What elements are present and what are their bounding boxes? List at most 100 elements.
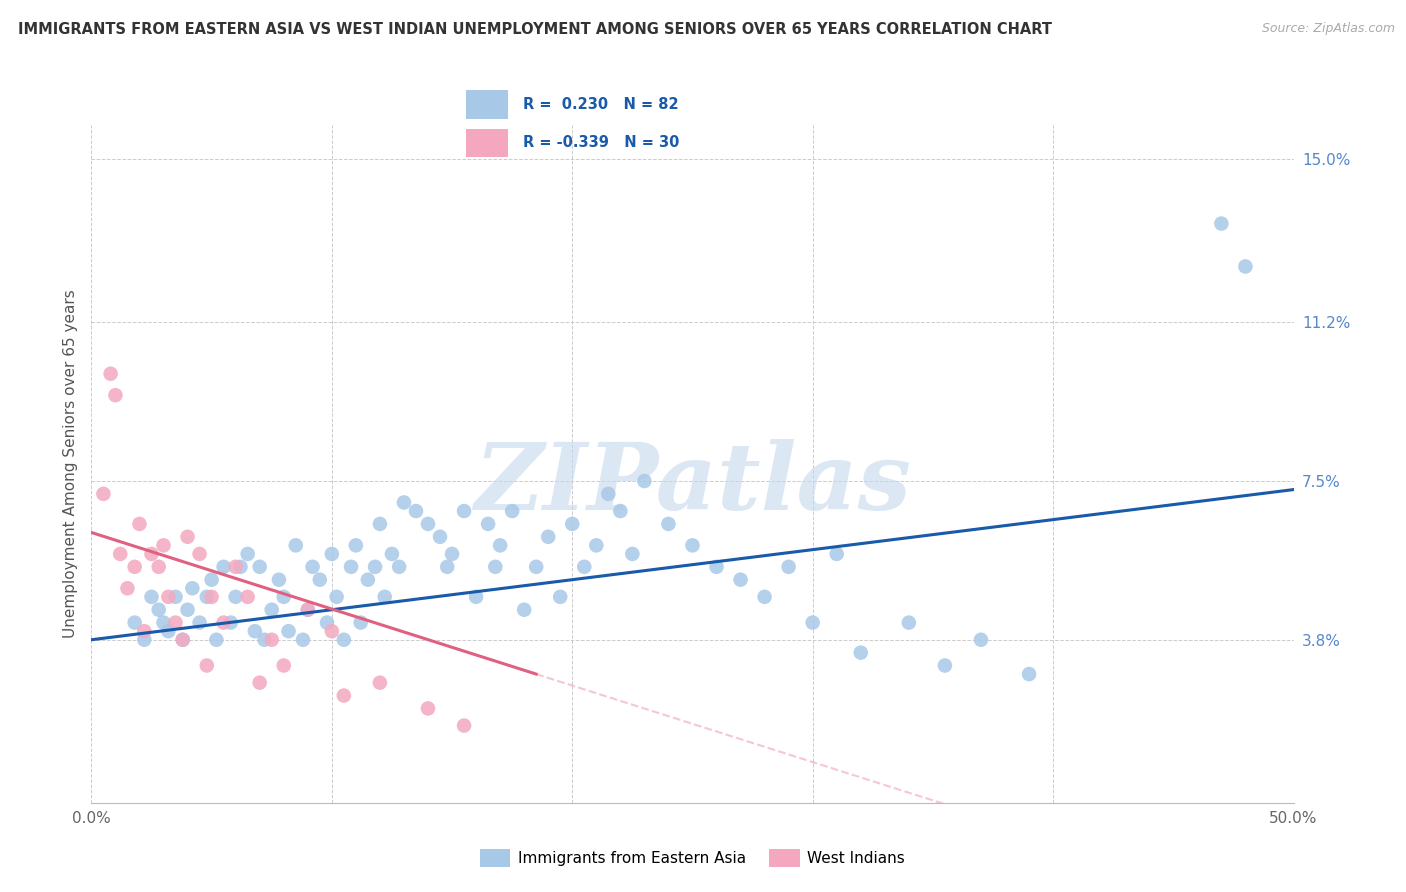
Point <box>548 590 571 604</box>
Point <box>340 559 363 574</box>
Point <box>934 658 956 673</box>
Point <box>229 559 252 574</box>
Point <box>260 603 283 617</box>
Point <box>297 603 319 617</box>
Point <box>176 603 198 617</box>
Point <box>152 538 174 552</box>
Point <box>633 474 655 488</box>
Point <box>225 590 247 604</box>
Point <box>561 516 583 531</box>
Point <box>730 573 752 587</box>
Point <box>181 581 204 595</box>
Point <box>1018 667 1040 681</box>
Point <box>453 504 475 518</box>
Point <box>436 559 458 574</box>
Point <box>368 516 391 531</box>
Point <box>100 367 122 381</box>
Point <box>825 547 848 561</box>
Point <box>368 675 391 690</box>
Point <box>201 590 224 604</box>
Point <box>350 615 373 630</box>
Point <box>291 632 314 647</box>
Point <box>801 615 824 630</box>
Point <box>477 516 499 531</box>
Point <box>325 590 347 604</box>
Point <box>316 615 339 630</box>
Point <box>333 689 356 703</box>
Point <box>429 530 451 544</box>
Text: R =  0.230   N = 82: R = 0.230 N = 82 <box>523 97 679 112</box>
Point <box>124 615 146 630</box>
Point <box>416 516 439 531</box>
Point <box>277 624 299 639</box>
Point <box>225 559 247 574</box>
Text: ZIPatlas: ZIPatlas <box>474 439 911 529</box>
Bar <box>465 90 509 119</box>
Point <box>188 615 211 630</box>
Point <box>236 547 259 561</box>
Point <box>754 590 776 604</box>
Point <box>152 615 174 630</box>
Point <box>501 504 523 518</box>
Point <box>201 573 224 587</box>
Point <box>574 559 596 574</box>
Point <box>453 718 475 732</box>
Point <box>195 658 218 673</box>
Point <box>778 559 800 574</box>
Point <box>897 615 920 630</box>
Point <box>134 632 156 647</box>
Point <box>297 603 319 617</box>
Point <box>165 590 187 604</box>
Point <box>585 538 607 552</box>
Point <box>172 632 194 647</box>
Point <box>1211 217 1233 231</box>
Point <box>381 547 404 561</box>
Point <box>321 624 343 639</box>
Point <box>374 590 396 604</box>
Point <box>249 559 271 574</box>
Point <box>357 573 380 587</box>
Point <box>537 530 560 544</box>
Point <box>333 632 356 647</box>
Point <box>284 538 307 552</box>
Point <box>440 547 463 561</box>
Point <box>205 632 228 647</box>
Point <box>364 559 387 574</box>
Point <box>609 504 631 518</box>
Point <box>273 658 295 673</box>
Point <box>165 615 187 630</box>
Point <box>110 547 132 561</box>
Point <box>219 615 242 630</box>
Point <box>104 388 127 402</box>
Bar <box>465 128 509 157</box>
Point <box>1234 260 1257 274</box>
Point <box>148 603 170 617</box>
Point <box>524 559 547 574</box>
Point <box>172 632 194 647</box>
Point <box>301 559 323 574</box>
Text: Source: ZipAtlas.com: Source: ZipAtlas.com <box>1261 22 1395 36</box>
Point <box>236 590 259 604</box>
Text: IMMIGRANTS FROM EASTERN ASIA VS WEST INDIAN UNEMPLOYMENT AMONG SENIORS OVER 65 Y: IMMIGRANTS FROM EASTERN ASIA VS WEST IND… <box>18 22 1052 37</box>
Point <box>141 590 163 604</box>
Point <box>405 504 427 518</box>
Point <box>93 487 115 501</box>
Point <box>344 538 367 552</box>
Point <box>195 590 218 604</box>
Point <box>253 632 276 647</box>
Point <box>148 559 170 574</box>
Point <box>188 547 211 561</box>
Point <box>176 530 198 544</box>
Point <box>141 547 163 561</box>
Point <box>598 487 620 501</box>
Point <box>465 590 488 604</box>
Point <box>416 701 439 715</box>
Point <box>212 559 235 574</box>
Point <box>260 632 283 647</box>
Legend: Immigrants from Eastern Asia, West Indians: Immigrants from Eastern Asia, West India… <box>474 843 911 873</box>
Point <box>388 559 411 574</box>
Point <box>489 538 512 552</box>
Point <box>321 547 343 561</box>
Point <box>484 559 506 574</box>
Point <box>134 624 156 639</box>
